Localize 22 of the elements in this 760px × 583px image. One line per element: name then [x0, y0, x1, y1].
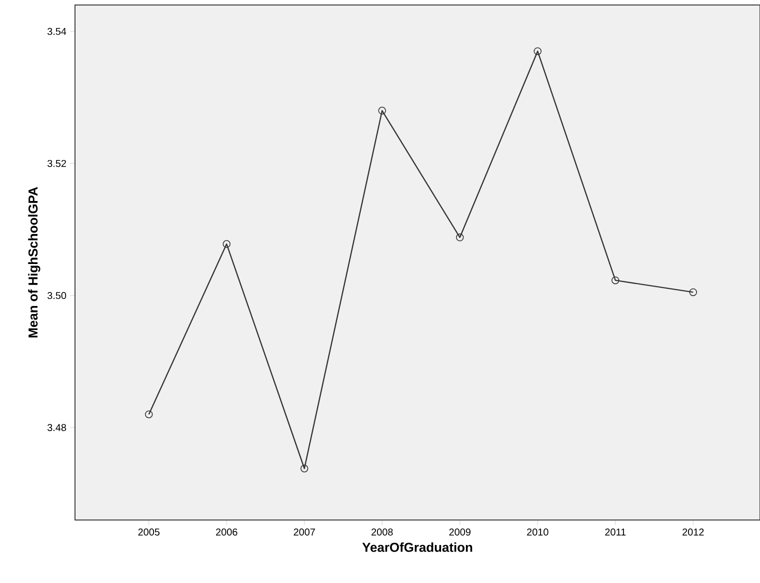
point: [222, 240, 231, 248]
x-tick-label: 2007: [294, 528, 315, 536]
x-tick-label: 2010: [527, 528, 548, 536]
y-axis-title: Mean of HighSchoolGPA: [28, 187, 40, 338]
x-axis-title: YearOfGraduation: [362, 542, 472, 552]
point: [534, 47, 542, 56]
point: [300, 464, 308, 472]
point: [612, 276, 620, 284]
x-tick-label: 2006: [216, 528, 238, 536]
y-tick-label: 3.48: [47, 424, 66, 432]
y-tick-label: 3.54: [47, 28, 66, 35]
x-tick-label: 2005: [138, 528, 160, 536]
point: [144, 410, 153, 418]
x-tick-label: 2008: [372, 528, 393, 536]
point: [689, 288, 698, 296]
x-tick-label: 2012: [682, 528, 704, 536]
point: [378, 106, 386, 115]
y-tick-label: 3.52: [47, 160, 66, 167]
point: [456, 234, 464, 242]
x-tick-label: 2011: [605, 528, 626, 536]
x-tick-label: 2009: [449, 528, 470, 536]
y-tick-label: 3.50: [47, 292, 66, 300]
